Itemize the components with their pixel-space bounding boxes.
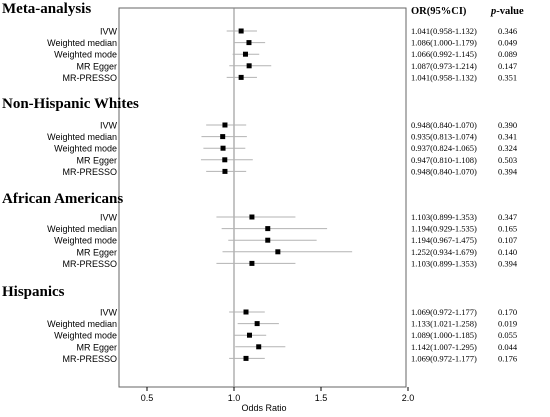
point-estimate xyxy=(238,74,244,80)
p-value: 0.089 xyxy=(498,49,517,59)
point-estimate xyxy=(256,344,262,350)
p-value: 0.165 xyxy=(498,224,517,234)
point-estimate xyxy=(246,332,252,338)
point-estimate xyxy=(222,157,228,163)
method-label: IVW xyxy=(100,308,118,318)
point-estimate xyxy=(222,168,228,174)
or-ci-value: 0.948(0.840-1.070) xyxy=(411,166,477,176)
or-ci-value: 0.947(0.810-1.108) xyxy=(411,155,477,165)
or-ci-value: 1.066(0.992-1.145) xyxy=(411,49,477,59)
point-estimate xyxy=(254,321,260,327)
plot-frame xyxy=(118,7,407,388)
plot-frame-layer xyxy=(118,7,409,391)
p-value: 0.351 xyxy=(498,72,517,82)
method-label: MR-PRESSO xyxy=(62,73,117,83)
point-estimate xyxy=(220,145,226,151)
p-value: 0.019 xyxy=(498,319,517,329)
method-label: IVW xyxy=(100,121,118,131)
p-value: 0.170 xyxy=(498,307,517,317)
or-ci-value: 1.069(0.972-1.177) xyxy=(411,307,477,317)
p-value-column-header: p-value xyxy=(490,6,524,17)
p-value: 0.147 xyxy=(498,61,517,71)
method-label: MR Egger xyxy=(76,342,117,352)
or-ci-value: 1.086(1.000-1.179) xyxy=(411,38,477,48)
method-label: Weighted median xyxy=(47,224,117,234)
or-ci-value: 0.937(0.824-1.065) xyxy=(411,143,477,153)
p-value: 0.394 xyxy=(498,166,518,176)
p-value: 0.346 xyxy=(498,26,517,36)
or-column-header: OR(95%CI) xyxy=(411,6,467,17)
group-title: Non-Hispanic Whites xyxy=(2,96,139,112)
p-value: 0.107 xyxy=(498,235,517,245)
p-value: 0.503 xyxy=(498,155,517,165)
method-label: IVW xyxy=(100,27,118,37)
method-label: MR Egger xyxy=(76,247,117,257)
or-ci-value: 0.935(0.813-1.074) xyxy=(411,132,477,142)
p-value: 0.324 xyxy=(498,143,518,153)
group-title: Meta-analysis xyxy=(2,1,91,17)
p-value: 0.341 xyxy=(498,132,517,142)
plot-text-layer: OR(95%CI) p-value 0.5 1.0 1.5 2.0 Odds Ratio… xyxy=(2,1,524,413)
or-ci-value: 1.103(0.899-1.353) xyxy=(411,212,477,222)
point-estimate xyxy=(249,260,255,266)
or-ci-value: 1.041(0.958-1.132) xyxy=(411,26,477,36)
p-suffix: -value xyxy=(496,6,524,17)
method-label: Weighted mode xyxy=(54,331,117,341)
method-label: Weighted mode xyxy=(54,144,117,154)
point-estimate xyxy=(243,309,249,315)
method-label: MR-PRESSO xyxy=(62,167,117,177)
or-ci-value: 1.041(0.958-1.132) xyxy=(411,72,477,82)
method-label: MR-PRESSO xyxy=(62,354,117,364)
x-axis-title: Odds Ratio xyxy=(241,403,286,413)
p-value: 0.394 xyxy=(498,258,518,268)
method-label: MR Egger xyxy=(76,61,117,71)
x-tick-label: 1.0 xyxy=(228,393,241,403)
p-value: 0.176 xyxy=(498,353,517,363)
p-value: 0.140 xyxy=(498,247,517,257)
or-ci-value: 1.194(0.929-1.535) xyxy=(411,224,477,234)
point-estimate xyxy=(246,40,252,46)
or-ci-value: 1.069(0.972-1.177) xyxy=(411,353,477,363)
point-estimate xyxy=(265,226,271,232)
method-label: Weighted median xyxy=(47,38,117,48)
point-estimate xyxy=(220,134,226,140)
method-label: MR Egger xyxy=(76,155,117,165)
or-ci-value: 0.948(0.840-1.070) xyxy=(411,120,477,130)
or-ci-value: 1.133(1.021-1.258) xyxy=(411,319,477,329)
method-label: MR-PRESSO xyxy=(62,259,117,269)
point-estimate xyxy=(265,237,271,243)
group-title: African Americans xyxy=(2,191,123,207)
x-tick-label: 2.0 xyxy=(402,393,415,403)
or-ci-value: 1.194(0.967-1.475) xyxy=(411,235,477,245)
point-estimate xyxy=(243,355,249,361)
or-ci-value: 1.087(0.973-1.214) xyxy=(411,61,477,71)
p-value: 0.049 xyxy=(498,38,517,48)
method-label: IVW xyxy=(100,213,118,223)
point-estimate xyxy=(249,214,255,220)
method-label: Weighted median xyxy=(47,132,117,142)
x-tick-label: 0.5 xyxy=(141,393,154,403)
p-value: 0.055 xyxy=(498,330,517,340)
or-ci-value: 1.089(1.000-1.185) xyxy=(411,330,477,340)
p-value: 0.347 xyxy=(498,212,517,222)
or-ci-value: 1.103(0.899-1.353) xyxy=(411,258,477,268)
p-letter: p xyxy=(490,6,496,17)
group-title: Hispanics xyxy=(2,284,65,300)
method-label: Weighted mode xyxy=(54,236,117,246)
point-estimate xyxy=(222,122,228,128)
plot-marks-layer xyxy=(200,28,353,361)
x-tick-label: 1.5 xyxy=(315,393,328,403)
point-estimate xyxy=(238,28,244,34)
point-estimate xyxy=(275,249,281,255)
method-label: Weighted mode xyxy=(54,50,117,60)
point-estimate xyxy=(246,63,252,69)
or-ci-value: 1.252(0.934-1.679) xyxy=(411,247,477,257)
p-value: 0.044 xyxy=(498,342,518,352)
point-estimate xyxy=(242,51,248,57)
or-ci-value: 1.142(1.007-1.295) xyxy=(411,342,477,352)
p-value: 0.390 xyxy=(498,120,517,130)
method-label: Weighted median xyxy=(47,319,117,329)
